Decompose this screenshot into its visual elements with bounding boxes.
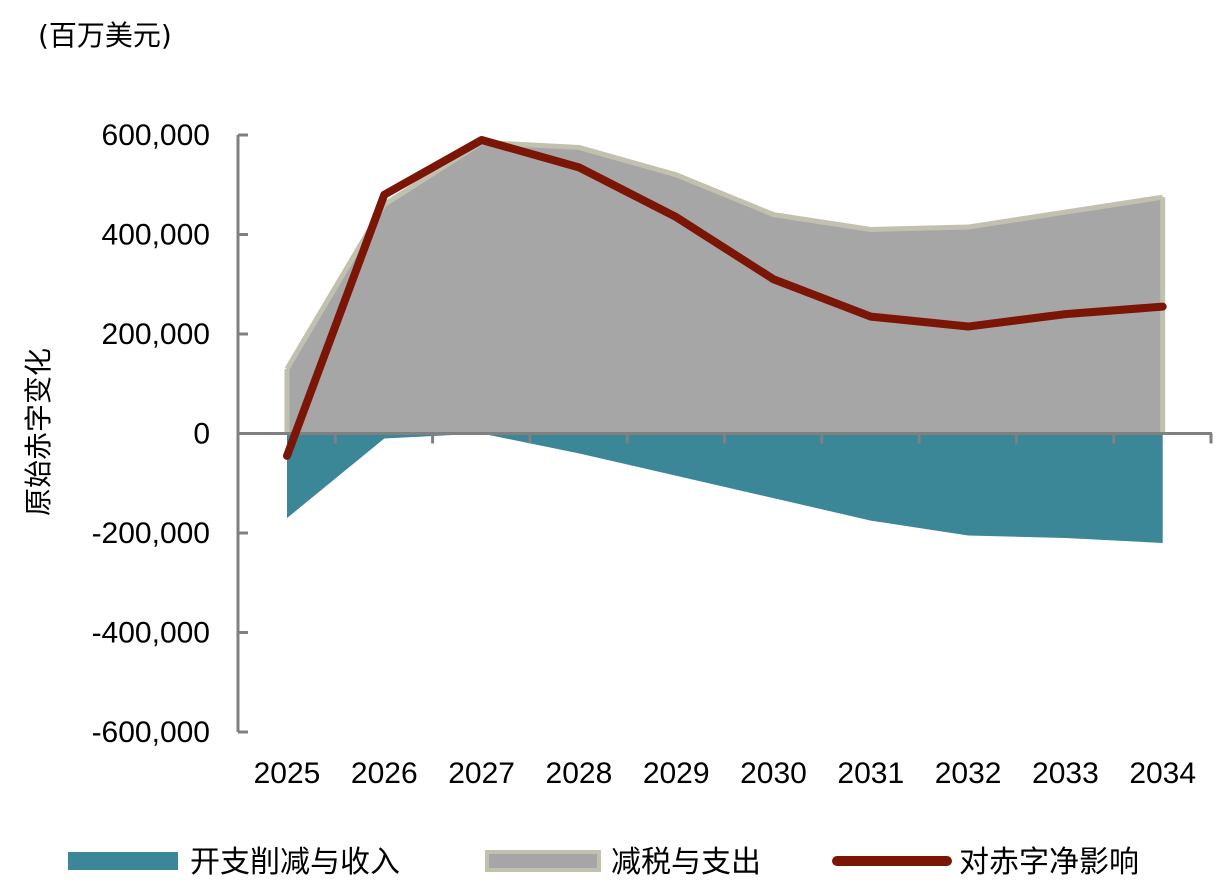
- x-tick-label: 2034: [1129, 757, 1196, 790]
- x-tick-label: 2032: [935, 757, 1002, 790]
- y-tick-label: 0: [193, 418, 210, 451]
- legend-label-spending-cuts-revenue: 开支削减与收入: [190, 845, 400, 880]
- legend-swatch-tax-cuts-spending: [485, 850, 601, 872]
- y-tick-label: -600,000: [92, 716, 210, 749]
- x-tick-label: 2029: [643, 757, 710, 790]
- unit-label: (百万美元): [38, 19, 172, 52]
- area-spending-cuts-revenue: [287, 433, 1163, 543]
- plot-area: 600,000 400,000 200,000 0 -200,000 -400,000 -6…: [92, 119, 1213, 790]
- series-line-net-impact: [283, 135, 1167, 460]
- legend-label-net-impact: 对赤字净影响: [959, 845, 1139, 880]
- x-tick-label: 2025: [254, 757, 321, 790]
- legend-label-tax-cuts-spending: 减税与支出: [611, 845, 761, 880]
- legend-swatch-spending-cuts-revenue: [68, 852, 178, 870]
- x-tick-label: 2033: [1032, 757, 1099, 790]
- x-tick-label: 2028: [546, 757, 613, 790]
- y-tick-label: -200,000: [92, 517, 210, 550]
- x-tick-label: 2030: [740, 757, 807, 790]
- y-axis-title: 原始赤字变化: [22, 348, 55, 516]
- y-tick-label: 600,000: [102, 119, 210, 152]
- area-tax-cuts-spending-edge: [284, 139, 1164, 371]
- area-tax-cuts-spending: [287, 142, 1163, 434]
- x-tick-label: 2031: [837, 757, 904, 790]
- x-tick-label: 2026: [351, 757, 418, 790]
- y-tick-label: 200,000: [102, 318, 210, 351]
- y-tick-label: 400,000: [102, 219, 210, 252]
- x-tick-label: 2027: [448, 757, 515, 790]
- legend: 开支削减与收入 减税与支出 对赤字净影响: [68, 845, 1139, 880]
- y-tick-label: -400,000: [92, 617, 210, 650]
